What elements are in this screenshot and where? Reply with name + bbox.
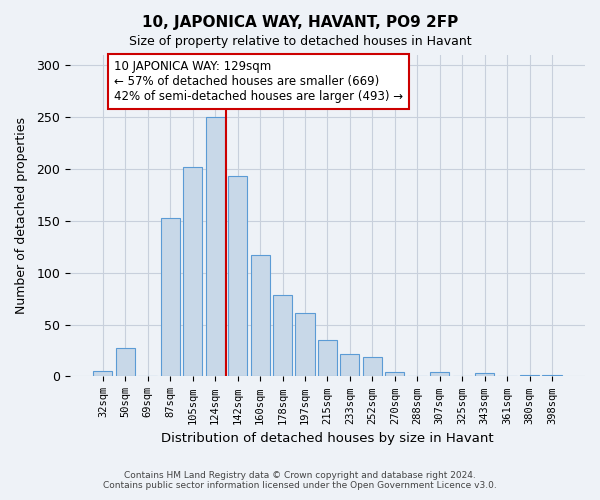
Bar: [228, 176, 247, 376]
Bar: [116, 348, 135, 376]
Bar: [183, 167, 202, 376]
Bar: [273, 294, 292, 376]
Bar: [94, 372, 112, 376]
Bar: [251, 255, 269, 376]
X-axis label: Distribution of detached houses by size in Havant: Distribution of detached houses by size …: [161, 432, 494, 445]
Text: Size of property relative to detached houses in Havant: Size of property relative to detached ho…: [128, 35, 472, 48]
Text: 10, JAPONICA WAY, HAVANT, PO9 2FP: 10, JAPONICA WAY, HAVANT, PO9 2FP: [142, 15, 458, 30]
Bar: [340, 354, 359, 376]
Y-axis label: Number of detached properties: Number of detached properties: [15, 117, 28, 314]
Bar: [385, 372, 404, 376]
Bar: [430, 372, 449, 376]
Bar: [206, 117, 225, 376]
Bar: [295, 313, 314, 376]
Bar: [318, 340, 337, 376]
Bar: [363, 356, 382, 376]
Text: 10 JAPONICA WAY: 129sqm
← 57% of detached houses are smaller (669)
42% of semi-d: 10 JAPONICA WAY: 129sqm ← 57% of detache…: [114, 60, 403, 103]
Bar: [475, 374, 494, 376]
Text: Contains HM Land Registry data © Crown copyright and database right 2024.
Contai: Contains HM Land Registry data © Crown c…: [103, 470, 497, 490]
Bar: [161, 218, 180, 376]
